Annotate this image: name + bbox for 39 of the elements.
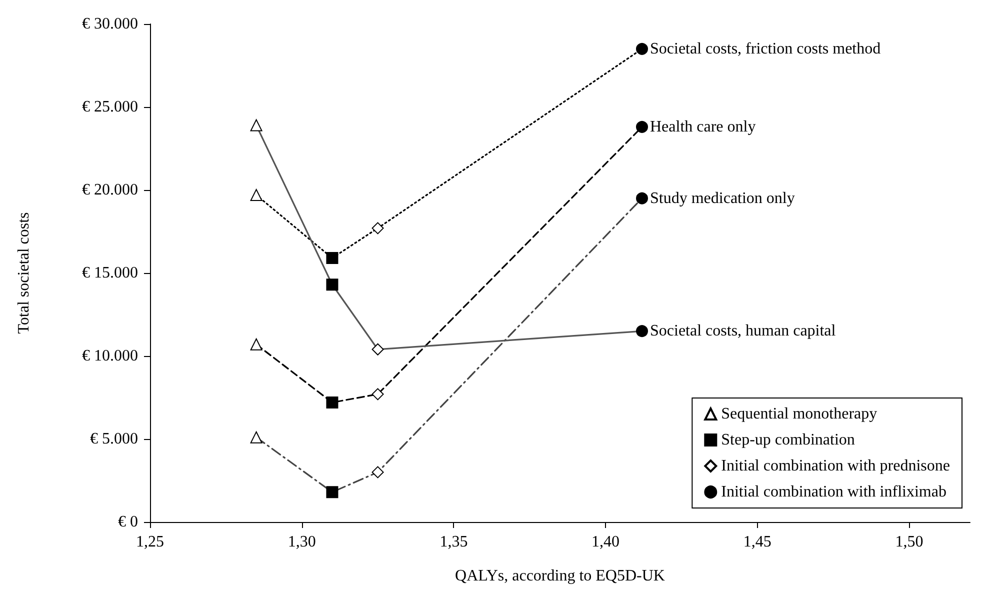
y-tick-label: € 25.000 [82, 98, 138, 116]
series-label: Societal costs, human capital [650, 322, 836, 340]
y-tick-label: € 20.000 [82, 182, 138, 198]
point [326, 396, 338, 408]
point [372, 222, 384, 234]
legend-label: Initial combination with prednisone [721, 458, 950, 474]
point [250, 338, 262, 350]
x-tick-label: 1,50 [895, 534, 924, 550]
legend-label: Initial combination with infliximab [721, 484, 946, 500]
legend-label: Step-up combination [721, 432, 855, 448]
point [326, 278, 338, 291]
x-tick-label: 1,40 [592, 534, 620, 550]
x-tick-label: 1,30 [288, 534, 316, 550]
x-tick-label: 1,45 [743, 534, 772, 550]
point [636, 42, 648, 55]
y-tick-label: € 10.000 [82, 348, 138, 364]
point [326, 252, 338, 264]
series-label: Societal costs, friction costs method [650, 40, 881, 58]
y-tick-label: € 30.000 [82, 16, 138, 32]
point [636, 325, 648, 338]
point [372, 466, 384, 478]
x-tick-label: 1,35 [440, 534, 468, 550]
point [636, 120, 648, 133]
point [250, 188, 262, 201]
y-tick-label: € 5.000 [90, 430, 138, 448]
point [636, 192, 648, 204]
point [326, 486, 338, 498]
x-tick-label: 1,25 [136, 534, 164, 550]
y-tick-label: € 15.000 [82, 264, 138, 282]
x-axis-title: QALYs, according to EQ5D-UK [455, 568, 666, 584]
y-axis-title: Total societal costs [16, 212, 32, 334]
point [250, 431, 262, 444]
series-label: Health care only [650, 118, 756, 136]
point [372, 343, 384, 356]
y-tick-label: € 0 [118, 514, 138, 530]
point [372, 388, 384, 400]
legend-label: Sequential monotherapy [721, 406, 878, 422]
series-label: Study medication only [650, 190, 795, 207]
point [250, 119, 262, 132]
